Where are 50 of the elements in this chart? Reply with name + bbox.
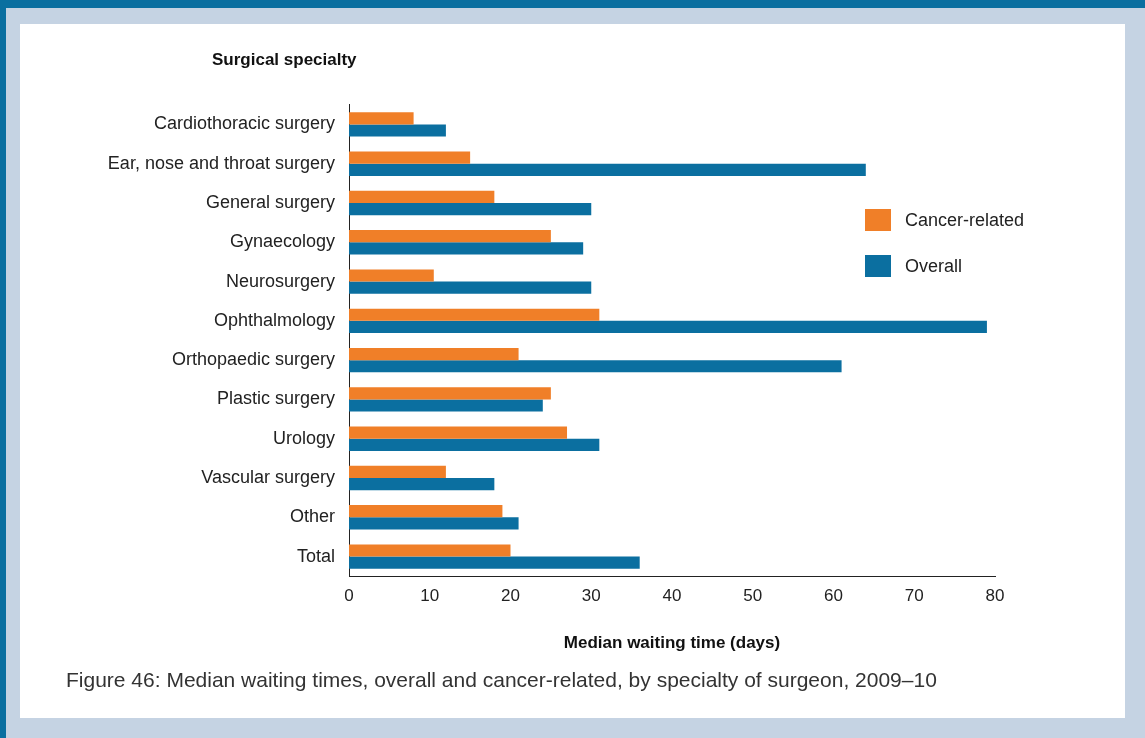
y-tick-label: Cardiothoracic surgery xyxy=(153,113,335,134)
bar xyxy=(349,242,584,255)
bar xyxy=(349,163,866,176)
bar xyxy=(349,269,434,282)
bar xyxy=(349,544,511,557)
bar xyxy=(349,203,592,216)
bar xyxy=(349,320,987,334)
bar xyxy=(349,426,568,439)
bar xyxy=(349,387,551,400)
y-tick-label: Orthopaedic surgery xyxy=(171,349,335,370)
bar xyxy=(349,112,414,125)
x-tick-label: 60 xyxy=(824,586,843,606)
y-tick-label: Plastic surgery xyxy=(216,388,335,409)
x-axis-title: Median waiting time (days) xyxy=(563,633,781,653)
bar xyxy=(349,465,446,478)
x-tick-label: 50 xyxy=(743,586,763,606)
y-tick-label: Gynaecology xyxy=(229,231,335,252)
bar xyxy=(349,477,495,491)
x-tick-label: 70 xyxy=(904,586,924,606)
y-tick-label: Neurosurgery xyxy=(225,270,335,291)
x-tick-label: 30 xyxy=(581,586,601,606)
bar xyxy=(349,124,446,137)
x-tick-label: 0 xyxy=(344,586,354,606)
bar xyxy=(349,230,551,243)
y-tick-label: Total xyxy=(296,545,335,566)
y-tick-label: Vascular surgery xyxy=(201,466,335,487)
bar xyxy=(349,308,600,321)
y-tick-label: Ophthalmology xyxy=(213,309,335,330)
x-tick-label: 10 xyxy=(420,586,440,606)
x-tick-label: 20 xyxy=(501,586,520,606)
bar xyxy=(349,399,543,412)
legend-label: Cancer-related xyxy=(905,209,1025,231)
y-tick-label: Other xyxy=(289,506,335,527)
bar xyxy=(349,438,600,451)
legend-label: Overall xyxy=(905,255,963,277)
bar xyxy=(349,517,519,530)
bar xyxy=(349,151,471,164)
y-tick-label: Urology xyxy=(272,427,335,448)
y-tick-label: General surgery xyxy=(205,191,335,212)
bar xyxy=(349,347,519,361)
y-axis-title: Surgical specialty xyxy=(212,50,357,70)
x-tick-label: 80 xyxy=(985,586,1005,606)
bar xyxy=(349,190,495,204)
bar xyxy=(349,556,640,569)
bar xyxy=(349,505,503,518)
text: Figure 46: Median waiting times, overall and cancer-related, by specialty of surgeon, 2009–10 xyxy=(66,668,937,692)
y-tick-label: Ear, nose and throat surgery xyxy=(107,152,335,173)
x-tick-label: 40 xyxy=(662,586,682,606)
bar xyxy=(349,360,842,373)
bar xyxy=(349,281,592,294)
